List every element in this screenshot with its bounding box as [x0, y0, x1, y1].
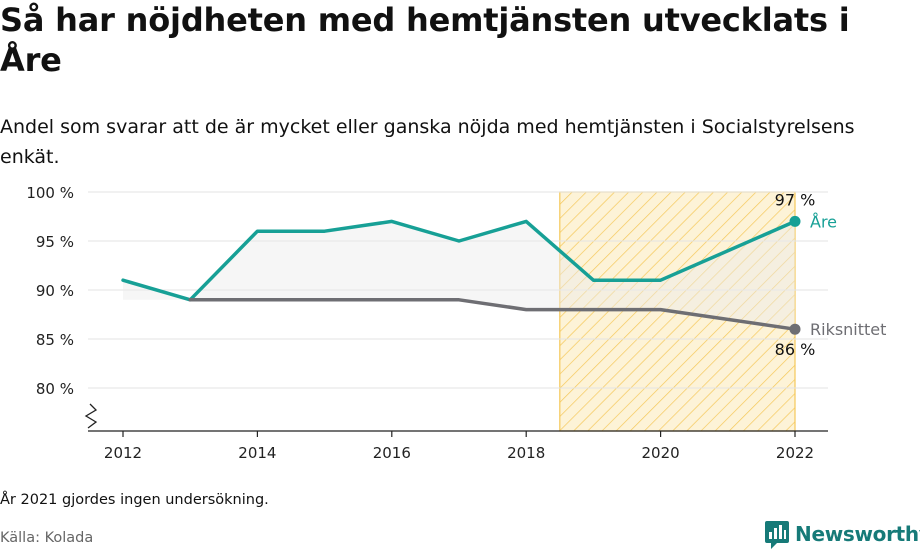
footnote: År 2021 gjordes ingen undersökning. [0, 492, 269, 508]
y-tick-label: 80 % [36, 380, 74, 398]
series-value-label: 97 % [775, 190, 816, 209]
chart-subtitle: Andel som svarar att de är mycket eller … [0, 116, 855, 168]
axis-break-icon [84, 403, 98, 429]
series-line-riksnittet [188, 298, 797, 331]
brand-logo: Newsworthy [765, 519, 920, 549]
brand-name: Newsworthy [795, 522, 920, 546]
source-text: Källa: Kolada [0, 530, 94, 546]
series-name-label: Åre [810, 212, 837, 231]
x-tick-label: 2018 [507, 444, 545, 462]
x-tick-label: 2022 [776, 444, 814, 462]
y-tick-label: 100 % [26, 184, 74, 202]
series-endpoint [789, 323, 801, 335]
line-chart: 80 % 85 % 90 % 95 % 100 % 2012 2014 2016 2018 202… [26, 184, 886, 462]
y-tick-label: 85 % [36, 331, 74, 349]
series-line-are [121, 219, 797, 302]
x-tick-label: 2014 [238, 444, 276, 462]
series-endpoint [789, 215, 801, 227]
series-name-label: Riksnittet [810, 320, 886, 339]
difference-area [123, 221, 795, 330]
y-tick-label: 90 % [36, 282, 74, 300]
newsworthy-logo-icon [765, 521, 789, 549]
y-tick-label: 95 % [36, 233, 74, 251]
chart-title: Så har nöjdheten med hemtjänsten utveckl… [0, 1, 850, 79]
x-tick-label: 2012 [104, 444, 142, 462]
series-value-label: 86 % [775, 340, 816, 359]
x-tick-label: 2016 [373, 444, 411, 462]
x-tick-label: 2020 [642, 444, 680, 462]
